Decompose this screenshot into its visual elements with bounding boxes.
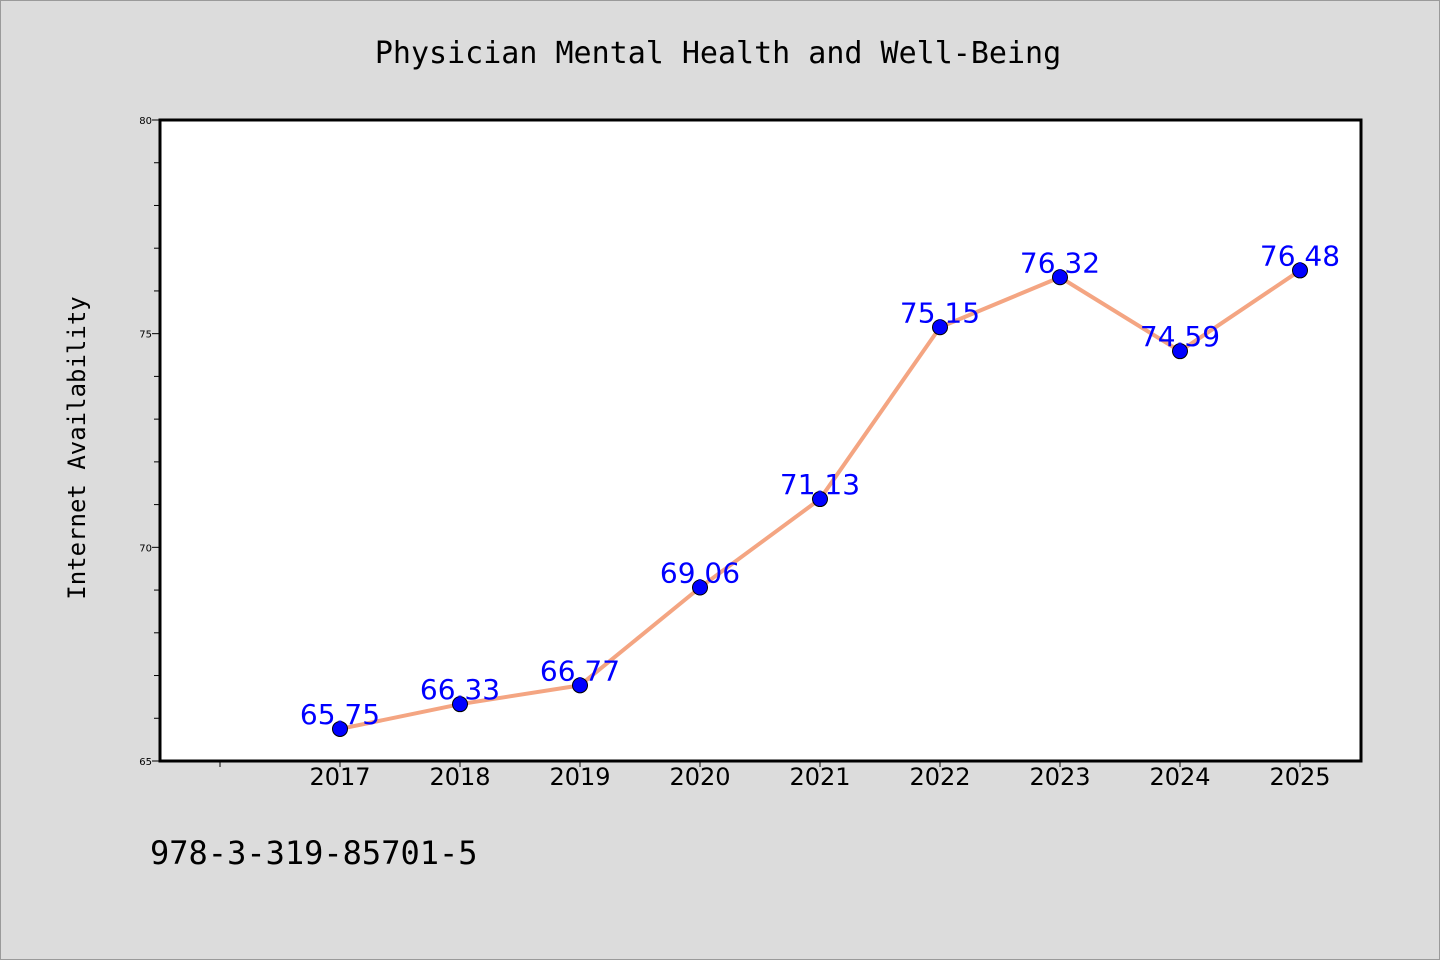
- data-point: [1292, 262, 1308, 279]
- data-point: [1172, 343, 1188, 360]
- data-point: [572, 677, 588, 694]
- y-tick-label: 75: [139, 330, 152, 341]
- series: 65.75 66.33 66.77 69.06 71.13 75.15 76.32 74.59…: [300, 239, 1340, 737]
- footer-code: 978-3-319-85701-5: [150, 834, 478, 872]
- y-tick-label: 80: [139, 116, 152, 127]
- x-tick-label: 2020: [669, 763, 730, 791]
- data-point: [812, 491, 828, 508]
- data-point: [692, 579, 708, 596]
- y-tick-label: 65: [139, 757, 152, 768]
- x-tick-label: 2023: [1029, 763, 1090, 791]
- data-point: [452, 696, 468, 713]
- plot-area: [160, 120, 1361, 761]
- data-point: [332, 720, 348, 737]
- x-tick-label: 2018: [429, 763, 490, 791]
- y-tick-label: 70: [139, 543, 152, 554]
- plot-border: [158, 118, 1363, 763]
- data-label: 69.06: [660, 557, 740, 590]
- chart-title: Physician Mental Health and Well-Being: [375, 36, 1061, 71]
- y-axis: 65 70 75 80: [139, 116, 160, 768]
- x-tick-label: 2024: [1149, 763, 1210, 791]
- data-label: 75.15: [900, 296, 980, 329]
- data-label: 65.75: [300, 698, 380, 731]
- data-label: 66.77: [540, 654, 620, 687]
- x-tick-label: 2019: [549, 763, 610, 791]
- data-label: 66.33: [420, 673, 500, 706]
- x-tick-label: 2017: [309, 763, 370, 791]
- x-tick-label: 2021: [789, 763, 850, 791]
- data-label: 74.59: [1140, 320, 1220, 353]
- data-label: 76.32: [1020, 246, 1100, 279]
- x-tick-label: 2022: [909, 763, 970, 791]
- data-point: [1052, 269, 1068, 286]
- data-label: 71.13: [780, 468, 860, 501]
- data-point: [932, 319, 948, 336]
- y-axis-label: Internet Availability: [63, 296, 91, 599]
- x-axis: 2017 2018 2019 2020 2021 2022 2023 2024 2025: [219, 761, 1331, 791]
- x-tick-label: 2025: [1269, 763, 1330, 791]
- data-label: 76.48: [1260, 239, 1340, 272]
